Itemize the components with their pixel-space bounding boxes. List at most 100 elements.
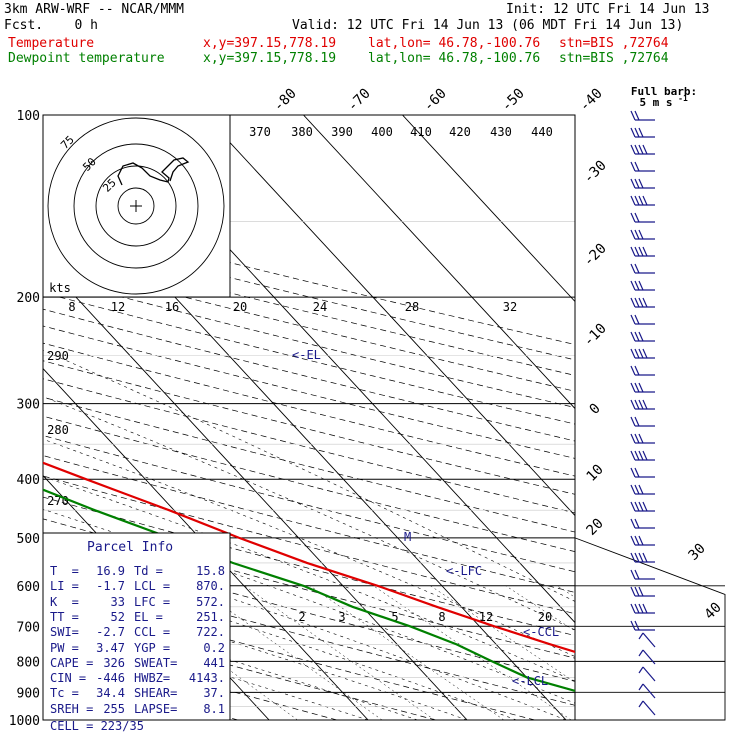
wind-barb bbox=[630, 144, 655, 155]
wind-barb bbox=[630, 467, 655, 478]
isotherm-label--80: -80 bbox=[271, 86, 300, 115]
wind-barb bbox=[630, 246, 655, 257]
mixing-ratio-lower-label-20: 20 bbox=[538, 610, 552, 624]
parcel-row-8-col-3: 37. bbox=[203, 686, 225, 701]
theta-label-440: 440 bbox=[531, 125, 553, 139]
parcel-cell-motion: CELL = 223/35 bbox=[50, 719, 144, 733]
wind-barb bbox=[630, 229, 655, 240]
parcel-row-4-col-1: -2.7 bbox=[96, 625, 125, 640]
parcel-row-3-col-0: TT = bbox=[50, 609, 79, 624]
pressure-label-300: 300 bbox=[17, 398, 40, 413]
parcel-row-5-col-3: 0.2 bbox=[203, 640, 225, 655]
mixing-ratio-line bbox=[309, 585, 505, 720]
legend-dewpoint-label: Dewpoint temperature bbox=[8, 51, 165, 66]
annotation-0: <-EL bbox=[292, 348, 321, 362]
parcel-row-4-col-0: SWI= bbox=[50, 625, 79, 640]
valid-time: Valid: 12 UTC Fri 14 Jun 13 (06 MDT Fri … bbox=[292, 18, 684, 33]
moist-adiabat-line bbox=[43, 620, 369, 720]
annotation-2: <-CCL bbox=[523, 625, 559, 639]
wind-barb bbox=[630, 331, 655, 342]
wind-barb bbox=[630, 382, 655, 393]
isotherm-label-40: 40 bbox=[702, 600, 725, 623]
parcel-row-7-col-3: 4143. bbox=[188, 671, 225, 686]
isotherm-label-30: 30 bbox=[686, 541, 709, 564]
parcel-row-2-col-2: LFC = bbox=[134, 594, 171, 609]
moist-adiabat-line bbox=[43, 537, 567, 720]
parcel-row-2-col-1: 33 bbox=[110, 594, 125, 609]
mixing-ratio-lower-label-5: 5 bbox=[391, 610, 398, 624]
wind-barb bbox=[638, 632, 656, 648]
mixing-ratio-lower-label-8: 8 bbox=[438, 610, 445, 624]
parcel-info-box bbox=[42, 532, 231, 721]
theta-label-420: 420 bbox=[449, 125, 471, 139]
isotherm-label-10: 10 bbox=[584, 462, 607, 485]
wind-barb bbox=[638, 649, 656, 665]
wind-barb bbox=[630, 399, 655, 410]
mixing-ratio-upper-label-16: 16 bbox=[165, 300, 179, 314]
theta-label-380: 380 bbox=[291, 125, 313, 139]
pressure-label-700: 700 bbox=[17, 620, 40, 635]
theta-label-390: 390 bbox=[331, 125, 353, 139]
legend-temperature-xy: x,y=397.15,778.19 bbox=[203, 36, 337, 51]
temperature-profile bbox=[43, 461, 575, 654]
hodograph-ring bbox=[73, 143, 199, 269]
model-title: 3km ARW-WRF -- NCAR/MMM bbox=[4, 2, 185, 17]
parcel-row-8-col-0: Tc = bbox=[50, 686, 79, 701]
legend-temperature-latlon: lat,lon= 46.78,-100.76 bbox=[368, 36, 541, 51]
mixing-ratio-upper-label-20: 20 bbox=[233, 300, 247, 314]
wind-barb bbox=[630, 535, 655, 546]
parcel-row-6-col-2: SWEAT= bbox=[134, 655, 178, 670]
wind-barb bbox=[630, 552, 655, 563]
wind-barb bbox=[630, 620, 655, 631]
wind-barb bbox=[630, 314, 655, 325]
wind-barb bbox=[630, 178, 655, 189]
barb-note-line1: Full barb: bbox=[631, 85, 697, 98]
parcel-row-1-col-3: 870. bbox=[196, 579, 225, 594]
parcel-row-0-col-3: 15.8 bbox=[196, 564, 225, 578]
parcel-row-5-col-2: YGP = bbox=[134, 640, 171, 655]
legend-temperature-label: Temperature bbox=[8, 36, 95, 51]
wind-barb bbox=[630, 348, 655, 359]
mixing-ratio-upper-label-24: 24 bbox=[313, 300, 327, 314]
parcel-row-5-col-1: 3.47 bbox=[96, 640, 125, 655]
parcel-row-8-col-2: SHEAR= bbox=[134, 686, 178, 701]
theta-label-410: 410 bbox=[410, 125, 432, 139]
wind-barb bbox=[630, 586, 655, 597]
isotherm-label--20: -20 bbox=[581, 241, 610, 270]
mixing-ratio-upper-label-8: 8 bbox=[68, 300, 75, 314]
isotherm-line bbox=[204, 115, 575, 517]
extension-wedge bbox=[574, 537, 726, 721]
isotherm-label--10: -10 bbox=[581, 321, 610, 350]
wind-barb bbox=[630, 127, 655, 138]
moist-adiabat-line bbox=[43, 602, 418, 720]
barb-note-line2: 5 m s bbox=[639, 96, 672, 109]
pressure-label-900: 900 bbox=[17, 686, 40, 701]
parcel-row-0-col-1: 16.9 bbox=[96, 564, 125, 578]
pressure-label-200: 200 bbox=[17, 291, 40, 306]
wind-barb bbox=[630, 297, 655, 308]
parcel-row-4-col-3: 722. bbox=[196, 625, 225, 640]
wind-barb bbox=[630, 433, 655, 444]
mixing-ratio-line bbox=[244, 585, 435, 720]
parcel-row-2-col-0: K = bbox=[50, 594, 79, 609]
isotherm-label--30: -30 bbox=[581, 158, 610, 187]
mixing-ratio-upper-label-12: 12 bbox=[111, 300, 125, 314]
parcel-row-9-col-0: SREH = bbox=[50, 701, 94, 716]
mixing-ratio-upper-label-32: 32 bbox=[503, 300, 517, 314]
wind-barb bbox=[630, 501, 655, 512]
parcel-row-8-col-1: 34.4 bbox=[96, 686, 125, 701]
parcel-row-0-col-0: T = bbox=[50, 564, 79, 578]
barb-note-unit: -1 bbox=[678, 94, 688, 103]
hodograph-ring bbox=[47, 117, 225, 295]
forecast-hour: Fcst. 0 h bbox=[4, 18, 98, 33]
parcel-row-3-col-2: EL = bbox=[134, 609, 163, 624]
annotation-1: <-LFC bbox=[446, 564, 482, 578]
parcel-row-5-col-0: PW = bbox=[50, 640, 79, 655]
isotherm-label--60: -60 bbox=[421, 86, 450, 115]
isotherm-line bbox=[43, 260, 468, 720]
pressure-label-800: 800 bbox=[17, 655, 40, 670]
dry-adiabat-label-280: 280 bbox=[47, 423, 69, 437]
pressure-label-500: 500 bbox=[17, 532, 40, 547]
isotherm-label--70: -70 bbox=[345, 86, 374, 115]
